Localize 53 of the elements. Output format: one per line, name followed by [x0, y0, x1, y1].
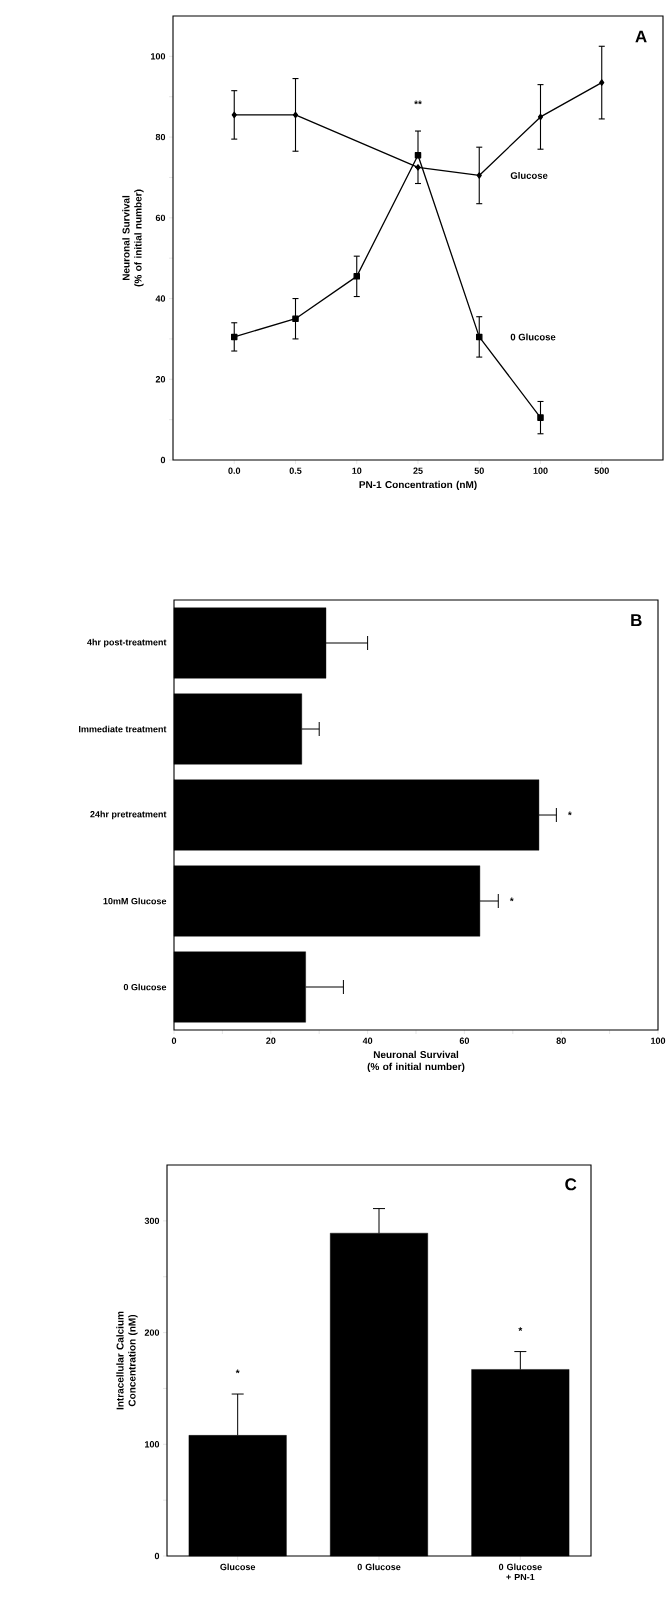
point — [292, 315, 299, 322]
x-tick-label: 100 — [651, 1037, 666, 1044]
y-tick-label: 0 — [154, 1552, 160, 1560]
point — [476, 172, 482, 179]
x-tick-label: 0.5 — [289, 467, 302, 474]
x-tick-label: 10 — [352, 467, 362, 474]
x-tick-label: 0 — [171, 1037, 177, 1044]
annotation: * — [567, 811, 572, 816]
x-tick-label: 100 — [533, 467, 548, 474]
x-tick-label: 25 — [413, 467, 423, 474]
y-tick-label: 0 Glucose — [123, 983, 167, 991]
y-tick-label: 20 — [155, 376, 166, 383]
text: B — [631, 614, 642, 626]
y-tick-label: 24hr pretreatment — [90, 810, 167, 820]
y-tick-label: 200 — [144, 1329, 160, 1336]
y-tick-label: 100 — [151, 53, 166, 60]
text: C — [565, 1178, 577, 1191]
y-tick-label: 300 — [144, 1217, 160, 1225]
y-tick-label: Immediate treatment — [79, 725, 167, 733]
y-tick-label: 40 — [155, 295, 166, 302]
y-tick-label: 80 — [155, 133, 166, 141]
x-tick-label: 20 — [266, 1037, 276, 1044]
point — [292, 111, 299, 119]
x-tick-label: 0.0 — [228, 467, 241, 474]
point — [537, 113, 544, 121]
x-tick-label: 0 Glucose — [357, 1563, 401, 1571]
text: 0 Glucose — [510, 333, 556, 341]
x-tick-label: 80 — [556, 1037, 566, 1044]
point — [599, 79, 605, 86]
text: Glucose — [510, 171, 548, 179]
point — [353, 273, 360, 280]
point — [537, 414, 544, 421]
x-axis-title: PN-1 Concentration (nM) — [359, 480, 477, 491]
x-tick-label: 50 — [474, 467, 484, 474]
x-tick-label: Glucose — [220, 1563, 256, 1571]
y-tick-label: 4hr post-treatment — [87, 638, 167, 648]
annotation: * — [509, 897, 514, 902]
x-axis-title: Neuronal Survival (% of initial number) — [367, 1050, 465, 1073]
y-axis-title: Intracellular Calcium Concentration (nM) — [116, 1311, 138, 1410]
x-tick-label: 40 — [362, 1037, 373, 1044]
point — [231, 111, 237, 119]
annotation: * — [235, 1369, 240, 1374]
y-axis-title: Neuronal Survival (% of initial number) — [122, 189, 144, 287]
x-tick-label: 500 — [594, 467, 609, 474]
y-tick-label: 10mM Glucose — [103, 897, 167, 905]
annotation: ** — [414, 100, 422, 105]
y-tick-label: 60 — [155, 214, 166, 222]
x-tick-label: 0 Glucose + PN-1 — [498, 1563, 542, 1581]
annotation: * — [518, 1327, 523, 1331]
y-tick-label: 100 — [145, 1441, 160, 1448]
text: A — [635, 30, 647, 43]
y-tick-label: 0 — [160, 456, 166, 464]
x-tick-label: 60 — [459, 1037, 470, 1044]
